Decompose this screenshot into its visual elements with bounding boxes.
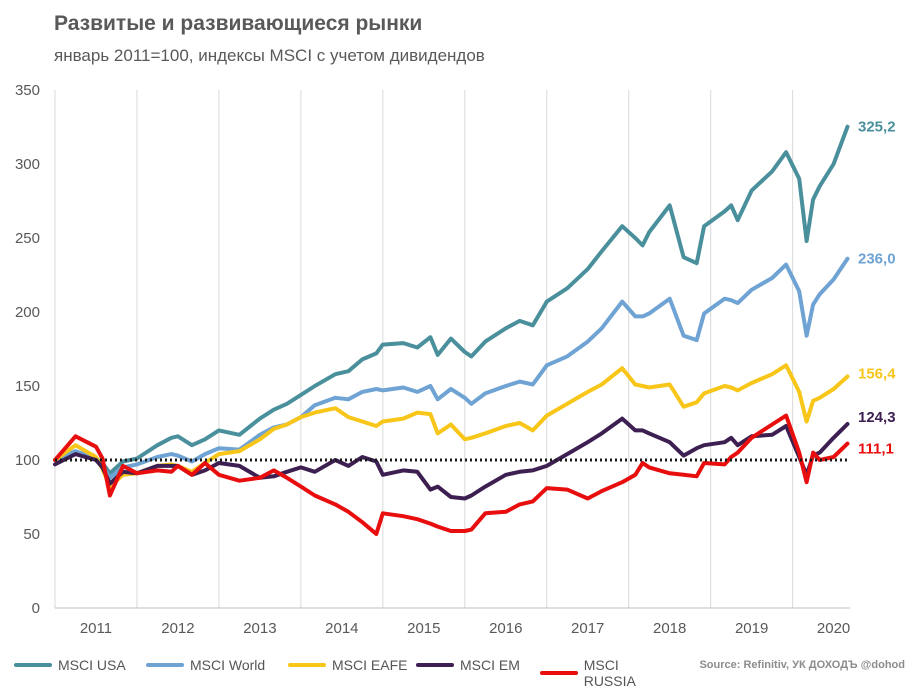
legend-swatch (540, 671, 578, 675)
end-value-label: 124,3 (858, 409, 896, 426)
legend-swatch (14, 663, 52, 667)
y-tick-label: 300 (15, 156, 40, 173)
series-line-msci-usa (53, 124, 850, 476)
end-value-label: 236,0 (858, 251, 896, 268)
legend-label: MSCI RUSSIA (583, 657, 636, 689)
y-tick-label: 100 (15, 452, 40, 469)
legend-item: MSCI RUSSIA (540, 657, 674, 689)
legend-item: MSCI USA (14, 657, 126, 673)
x-tick-label: 2011 (80, 620, 112, 637)
x-tick-label: 2012 (161, 620, 194, 637)
y-tick-label: 200 (15, 304, 40, 321)
x-tick-label: 2020 (817, 620, 850, 637)
x-tick-label: 2017 (571, 620, 604, 637)
legend-label: MSCI EM (460, 657, 520, 673)
y-tick-label: 250 (15, 230, 40, 247)
legend-label: MSCI USA (58, 657, 126, 673)
legend-item: MSCI World (146, 657, 265, 673)
legend-swatch (416, 663, 454, 667)
y-tick-label: 50 (23, 526, 40, 543)
line-chart: 0 50 100 150 200 250 300 350 2011 2012 2013 2014 201… (15, 82, 896, 637)
x-tick-label: 2015 (407, 620, 440, 637)
source-note: Source: Refinitiv, УК ДОХОДЪ @dohod (699, 659, 905, 671)
end-value-label: 111,1 (858, 441, 894, 458)
series-line-msci-world (53, 256, 850, 480)
x-tick-label: 2018 (653, 620, 686, 637)
legend-label: MSCI EAFE (332, 657, 408, 673)
series-line-msci-russia (53, 413, 850, 536)
y-tick-label: 150 (15, 378, 40, 395)
y-tick-label: 0 (32, 600, 40, 617)
y-tick-label: 350 (15, 82, 40, 99)
x-tick-label: 2014 (325, 620, 358, 637)
legend-label: MSCI World (190, 657, 266, 673)
legend-item: MSCI EAFE (288, 657, 407, 673)
x-tick-label: 2019 (735, 620, 768, 637)
x-tick-label: 2013 (243, 620, 276, 637)
end-value-label: 325,2 (858, 119, 896, 136)
chart-title: Развитые и развивающиеся рынки (54, 12, 423, 35)
chart-legend: MSCI USA MSCI World MSCI EAFE MSCI EM MSCI R… (14, 657, 674, 689)
chart-subtitle: январь 2011=100, индексы MSCI с учетом д… (54, 46, 485, 65)
legend-swatch (146, 663, 184, 667)
end-value-label: 156,4 (858, 366, 896, 383)
legend-swatch (288, 663, 326, 667)
legend-item: MSCI EM (416, 657, 520, 673)
x-tick-label: 2016 (489, 620, 522, 637)
